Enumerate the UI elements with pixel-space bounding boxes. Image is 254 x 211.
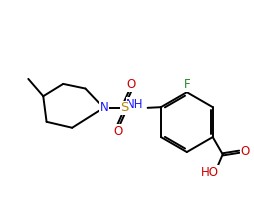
- Text: O: O: [241, 145, 250, 158]
- Text: N: N: [99, 101, 108, 114]
- Text: F: F: [184, 78, 190, 91]
- Text: O: O: [126, 78, 136, 91]
- Text: NH: NH: [126, 98, 144, 111]
- Text: HO: HO: [200, 166, 218, 179]
- Text: S: S: [120, 101, 129, 114]
- Text: O: O: [113, 124, 122, 138]
